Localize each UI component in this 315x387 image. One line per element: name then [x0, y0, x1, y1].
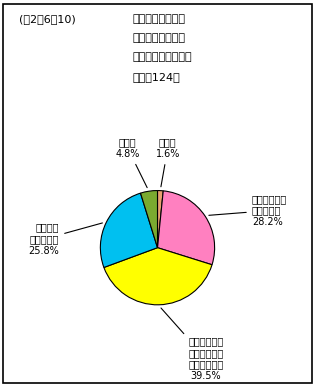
Text: （Ｎ＝124）: （Ｎ＝124）: [132, 72, 180, 82]
Wedge shape: [104, 248, 212, 305]
Wedge shape: [158, 191, 215, 265]
Text: 無回答
1.6%: 無回答 1.6%: [156, 137, 180, 187]
Wedge shape: [140, 190, 158, 248]
Text: 避難命令・勧告等: 避難命令・勧告等: [132, 33, 185, 43]
Text: (図2－6－10): (図2－6－10): [19, 14, 76, 24]
Text: すでに基準を
決めている
28.2%: すでに基準を 決めている 28.2%: [209, 194, 287, 227]
Wedge shape: [100, 193, 158, 267]
Text: を出す基準について: を出す基準について: [132, 52, 192, 62]
Wedge shape: [158, 190, 163, 248]
Text: 住民や観光客等に: 住民や観光客等に: [132, 14, 185, 24]
Text: その他
4.8%: その他 4.8%: [116, 137, 147, 188]
Text: 検討はしいる
が今のところ
決めていない
39.5%: 検討はしいる が今のところ 決めていない 39.5%: [161, 308, 224, 381]
Text: 全く検討
していない
25.8%: 全く検討 していない 25.8%: [28, 223, 102, 256]
